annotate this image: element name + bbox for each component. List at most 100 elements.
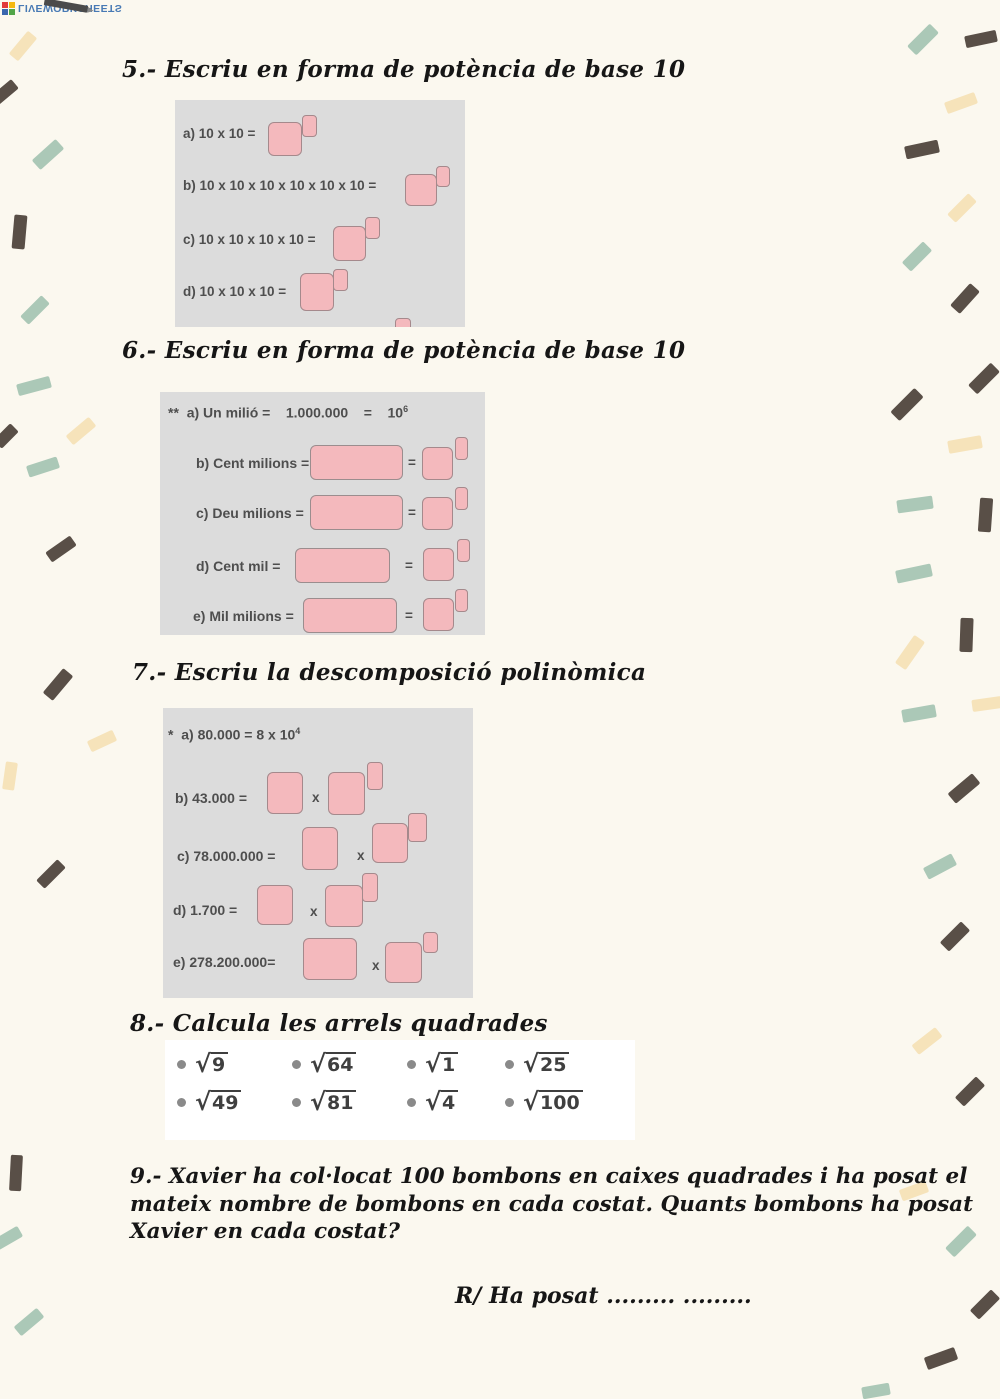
answer-box[interactable] [423, 598, 454, 631]
confetti-piece [45, 535, 77, 563]
logo-grid-icon [2, 2, 15, 15]
radical-icon: √ [523, 1088, 540, 1116]
confetti-piece [947, 193, 977, 223]
example-label: a) 80.000 = 8 x 10 [181, 726, 296, 743]
confetti-piece [939, 921, 971, 952]
exponent-box[interactable] [455, 589, 468, 612]
answer-box[interactable] [422, 497, 453, 530]
times-sign: x [372, 958, 380, 973]
answer-field[interactable] [310, 495, 403, 530]
radical-icon: √ [310, 1050, 327, 1078]
exercise7-item-b: b) 43.000 = [175, 790, 247, 806]
exercise5-title: 5.- Escriu en forma de potència de base … [122, 56, 686, 83]
sqrt-item[interactable]: √ 9 [177, 1050, 229, 1078]
example-exponent: 6 [403, 404, 409, 414]
answer-field[interactable] [295, 548, 390, 583]
confetti-piece [901, 704, 937, 723]
exercise9-line1: 9.- Xavier ha col·locat 100 bombons en c… [130, 1164, 968, 1189]
exercise7-example: * a) 80.000 = 8 x 104 [168, 726, 300, 743]
bullet-icon [292, 1060, 301, 1069]
sqrt-item[interactable]: √ 25 [505, 1050, 570, 1078]
answer-field[interactable] [303, 598, 397, 633]
confetti-piece [964, 29, 998, 49]
equals-sign: = [408, 455, 416, 470]
sqrt-item[interactable]: √ 81 [292, 1088, 357, 1116]
exponent-box[interactable] [333, 269, 348, 291]
answer-box[interactable] [267, 772, 303, 814]
exercise6-example: ** a) Un milió = 1.000.000 = 106 [168, 404, 408, 421]
exponent-box[interactable] [408, 813, 427, 842]
exercise7-item-e: e) 278.200.000= [173, 954, 276, 970]
exercise9-answer-line[interactable]: R/ Ha posat ......... ......... [455, 1283, 752, 1309]
answer-box[interactable] [333, 226, 366, 261]
answer-box[interactable] [325, 885, 363, 927]
exercise9-text: 9.- Xavier ha col·locat 100 bombons en c… [130, 1163, 973, 1246]
exponent-box[interactable] [436, 166, 450, 187]
bullet-icon [407, 1060, 416, 1069]
confetti-piece [971, 695, 1000, 713]
answer-box[interactable] [423, 548, 454, 581]
answer-box[interactable] [302, 827, 338, 870]
confetti-piece [904, 139, 940, 160]
exercise9-line2: mateix nombre de bombons en cada costat.… [130, 1191, 974, 1217]
answer-box[interactable] [405, 174, 437, 206]
confetti-piece [9, 1154, 23, 1192]
exercise6-title: 6.- Escriu en forma de potència de base … [122, 337, 686, 364]
example-star: * [168, 726, 174, 743]
answer-box[interactable] [303, 938, 357, 980]
sqrt-item[interactable]: √ 64 [292, 1050, 357, 1078]
confetti-piece [31, 138, 65, 171]
answer-box[interactable] [372, 823, 408, 863]
confetti-piece [895, 563, 933, 584]
bullet-icon [177, 1060, 186, 1069]
answer-field[interactable] [310, 445, 403, 480]
confetti-piece [901, 241, 933, 272]
times-sign: x [357, 848, 365, 863]
exponent-box[interactable] [423, 932, 438, 953]
bullet-icon [505, 1060, 514, 1069]
radical-icon: √ [310, 1088, 327, 1116]
confetti-piece [0, 79, 19, 105]
exercise6-panel: ** a) Un milió = 1.000.000 = 106 b) Cent… [160, 392, 485, 635]
sqrt-item[interactable]: √ 100 [505, 1090, 583, 1114]
answer-box[interactable] [300, 273, 334, 311]
confetti-piece [968, 362, 1000, 395]
answer-box-partial[interactable] [395, 318, 411, 327]
bullet-icon [407, 1098, 416, 1107]
answer-box[interactable] [328, 772, 365, 815]
answer-box[interactable] [422, 447, 453, 480]
exponent-box[interactable] [362, 873, 378, 902]
exponent-box[interactable] [365, 217, 380, 239]
answer-box[interactable] [385, 942, 422, 983]
bullet-icon [505, 1098, 514, 1107]
sqrt-item[interactable]: √ 4 [407, 1090, 459, 1114]
confetti-piece [890, 387, 924, 422]
exponent-box[interactable] [455, 437, 468, 460]
answer-box[interactable] [257, 885, 293, 925]
exercise5-panel: a) 10 x 10 = b) 10 x 10 x 10 x 10 x 10 x… [175, 100, 465, 327]
exponent-box[interactable] [367, 762, 383, 790]
radical-icon: √ [195, 1050, 212, 1078]
confetti-piece [954, 1076, 986, 1107]
confetti-piece [969, 1289, 1000, 1320]
exponent-box[interactable] [457, 539, 470, 562]
radical-icon: √ [523, 1050, 540, 1078]
exercise5-item-d: d) 10 x 10 x 10 = [183, 284, 287, 299]
confetti-piece [0, 1225, 24, 1251]
liveworksheets-logo: LIVEWORKSHEETS [2, 0, 122, 17]
confetti-piece [947, 773, 981, 804]
exercise8-title: 8.- Calcula les arrels quadrades [130, 1010, 548, 1037]
confetti-piece [922, 853, 958, 880]
example-label: a) Un milió = [186, 404, 271, 421]
sqrt-item[interactable]: √ 49 [177, 1090, 242, 1114]
exercise6-item-b: b) Cent milions = [196, 455, 310, 471]
confetti-piece [861, 1382, 891, 1399]
exercise6-item-e: e) Mil milions = [193, 608, 294, 624]
confetti-piece [907, 23, 939, 56]
sqrt-item[interactable]: √ 1 [407, 1052, 459, 1076]
exponent-box[interactable] [455, 487, 468, 510]
answer-box[interactable] [268, 122, 302, 156]
confetti-piece [16, 375, 52, 397]
times-sign: x [310, 904, 318, 919]
exponent-box[interactable] [302, 115, 317, 137]
